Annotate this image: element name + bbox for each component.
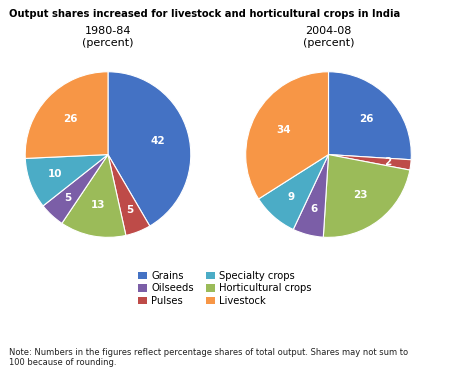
Text: 6: 6 [311, 204, 318, 214]
Wedge shape [328, 72, 411, 160]
Text: 2: 2 [384, 157, 391, 167]
Text: 26: 26 [63, 114, 78, 124]
Text: 9: 9 [288, 192, 295, 202]
Legend: Grains, Oilseeds, Pulses, Specialty crops, Horticultural crops, Livestock: Grains, Oilseeds, Pulses, Specialty crop… [139, 271, 311, 306]
Wedge shape [108, 72, 191, 226]
Title: 2004-08
(percent): 2004-08 (percent) [303, 26, 354, 47]
Wedge shape [43, 155, 108, 223]
Wedge shape [328, 155, 411, 170]
Wedge shape [25, 72, 108, 158]
Wedge shape [62, 155, 126, 237]
Wedge shape [246, 72, 328, 199]
Wedge shape [293, 155, 328, 237]
Wedge shape [259, 155, 328, 230]
Text: 5: 5 [126, 205, 133, 215]
Text: 10: 10 [48, 169, 63, 179]
Text: Note: Numbers in the figures reflect percentage shares of total output. Shares m: Note: Numbers in the figures reflect per… [9, 348, 408, 368]
Text: 34: 34 [276, 125, 291, 135]
Title: 1980-84
(percent): 1980-84 (percent) [82, 26, 134, 47]
Text: 42: 42 [150, 136, 165, 146]
Text: 5: 5 [64, 193, 71, 204]
Text: 26: 26 [359, 114, 373, 124]
Text: 23: 23 [353, 190, 367, 200]
Wedge shape [323, 155, 410, 237]
Wedge shape [25, 155, 108, 206]
Text: Output shares increased for livestock and horticultural crops in India: Output shares increased for livestock an… [9, 9, 400, 19]
Wedge shape [108, 155, 150, 236]
Text: 13: 13 [91, 200, 106, 210]
